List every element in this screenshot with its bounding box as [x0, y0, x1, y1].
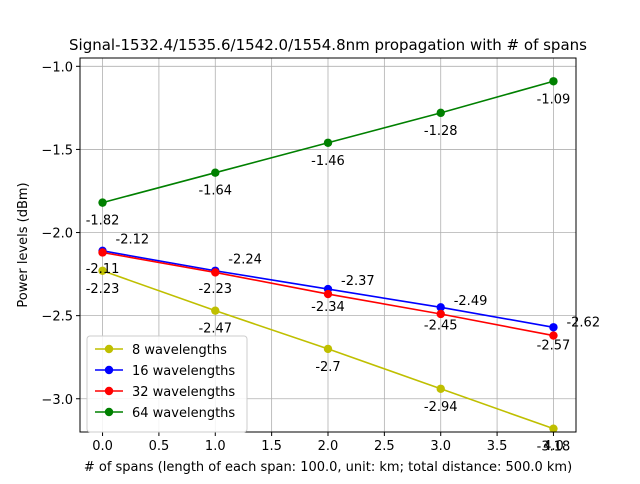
data-point [549, 77, 558, 86]
legend-box [86, 335, 248, 433]
legend-label: 32 wavelengths [132, 385, 235, 400]
data-point [436, 309, 445, 319]
data-label: -2.23 [198, 282, 232, 297]
data-label: -2.49 [454, 294, 488, 309]
data-label: -2.57 [537, 338, 571, 353]
legend-swatch-marker [104, 386, 114, 396]
legend-label: 16 wavelengths [132, 364, 235, 379]
data-label: -2.12 [116, 232, 150, 247]
legend-label: 64 wavelengths [132, 406, 235, 421]
data-label: -2.62 [566, 316, 600, 331]
legend-swatch-marker [104, 365, 114, 375]
data-label: -2.11 [86, 262, 120, 277]
x-tick-label: 4.0 [543, 439, 564, 454]
data-point [211, 168, 220, 177]
data-label: -2.45 [424, 318, 458, 333]
data-label: -1.28 [424, 124, 458, 139]
data-label: -1.46 [311, 154, 345, 169]
data-label: -3.18 [537, 440, 571, 455]
data-point [549, 424, 558, 433]
x-tick-label: 1.5 [261, 439, 282, 454]
data-point [436, 384, 445, 393]
chart-title: Signal-1532.4/1535.6/1542.0/1554.8nm pro… [69, 36, 587, 54]
y-tick-label: −2.5 [41, 310, 73, 325]
x-tick-label: 2.5 [374, 439, 395, 454]
data-label: -2.34 [311, 300, 345, 315]
data-point [549, 331, 558, 340]
legend: 8 wavelengths 16 wavelengths 32 wavelength… [86, 335, 248, 433]
axis-ticks: 0.0 0.5 1.0 1.5 2.0 2.5 3.0 3.5 4.0 −3.0 −2.5 −2.0 −… [41, 60, 563, 454]
data-point [98, 266, 107, 275]
data-point [436, 108, 445, 118]
data-labels: -2.23 -2.47 -2.7 -2.94 -3.18 -2.11 -2.23 -2.34 -… [86, 92, 600, 454]
data-label: -2.37 [341, 274, 375, 289]
data-label: -2.23 [86, 282, 120, 297]
data-label: -2.24 [228, 252, 262, 267]
y-tick-label: −3.0 [41, 393, 73, 408]
data-label: -1.82 [86, 214, 120, 229]
data-label: -1.09 [537, 92, 571, 107]
legend-swatch-marker [104, 407, 114, 417]
data-point [211, 306, 220, 315]
y-tick-label: −2.0 [41, 227, 73, 242]
data-label: -2.94 [424, 400, 458, 415]
data-point [323, 344, 333, 354]
legend-label: 8 wavelengths [132, 343, 227, 358]
data-point [98, 248, 107, 257]
series-layer [98, 77, 558, 433]
grid [80, 58, 576, 432]
data-label: -2.47 [198, 322, 232, 337]
data-point [436, 303, 445, 312]
data-point [211, 268, 220, 277]
x-tick-label: 3.5 [487, 439, 508, 454]
x-axis-label: # of spans (length of each span: 100.0, … [84, 460, 572, 475]
y-tick-label: −1.0 [41, 60, 73, 75]
y-tick-label: −1.5 [41, 143, 73, 158]
y-axis-label: Power levels (dBm) [16, 182, 31, 307]
data-point [98, 198, 107, 207]
legend-swatch-marker [104, 344, 114, 354]
data-label: -2.7 [315, 360, 340, 375]
x-tick-label: 3.0 [430, 439, 451, 454]
data-point [549, 323, 558, 332]
x-tick-label: 0.5 [149, 439, 170, 454]
data-point [323, 289, 333, 299]
x-tick-label: 1.0 [205, 439, 226, 454]
x-tick-label: 0.0 [92, 439, 113, 454]
data-label: -1.64 [198, 184, 232, 199]
x-tick-label: 2.0 [318, 439, 339, 454]
data-point [323, 138, 333, 147]
